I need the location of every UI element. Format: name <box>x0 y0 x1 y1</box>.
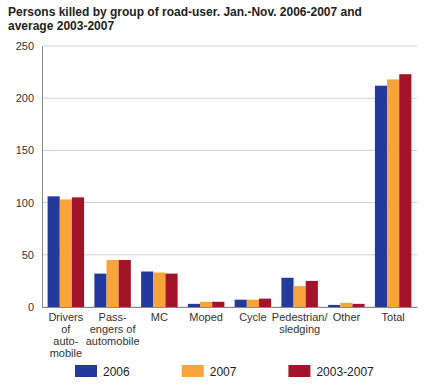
bar <box>340 303 352 307</box>
x-tick-label: Cycle <box>239 311 267 323</box>
x-tick-label: Driversofauto-mobile <box>48 311 83 359</box>
bar <box>294 286 306 307</box>
x-tick: Pedestrian/sledging <box>272 307 329 335</box>
series-bars <box>48 86 387 307</box>
bar <box>259 299 271 307</box>
chart: Persons killed by group of road-user. Ja… <box>0 0 427 390</box>
y-tick: 0 <box>28 301 42 313</box>
bar <box>48 196 60 307</box>
legend-item: 2007 <box>182 365 237 379</box>
bars <box>48 74 412 307</box>
bar <box>107 260 119 307</box>
legend-swatch <box>75 365 97 377</box>
grid-line <box>42 46 417 47</box>
bar <box>328 305 340 307</box>
x-tick: Cycle <box>239 307 267 323</box>
bar <box>247 300 259 307</box>
x-tick: Driversofauto-mobile <box>48 307 83 359</box>
series-bars <box>60 79 399 307</box>
x-tick: Pass-engers ofautomobile <box>86 307 140 347</box>
bar <box>153 273 165 307</box>
legend-swatch <box>288 365 310 377</box>
x-tick-label: Moped <box>189 311 223 323</box>
grid-line <box>42 202 417 203</box>
y-tick-label: 0 <box>28 301 34 313</box>
bar <box>387 79 399 307</box>
title: Persons killed by group of road-user. Ja… <box>8 5 362 33</box>
bar <box>375 86 387 307</box>
legend-item: 2006 <box>75 365 130 379</box>
grid-line <box>42 150 417 151</box>
bar <box>141 272 153 307</box>
y-tick: 250 <box>16 40 42 52</box>
bar <box>119 260 131 307</box>
y-tick-label: 250 <box>16 40 34 52</box>
bar <box>212 302 224 307</box>
y-tick: 100 <box>16 197 42 209</box>
series-bars <box>72 74 411 307</box>
grid-line <box>42 98 417 99</box>
legend-item: 2003-2007 <box>288 365 374 379</box>
y-tick-label: 100 <box>16 197 34 209</box>
plot: 0 50 100 150 200 250 Driversofauto-mobilePass-… <box>16 40 418 359</box>
legend-label: 2006 <box>103 365 130 379</box>
bar <box>352 304 364 307</box>
y-tick: 50 <box>22 249 42 261</box>
legend-label: 2007 <box>210 365 237 379</box>
y-tick: 200 <box>16 92 42 104</box>
x-tick: MC <box>151 307 168 323</box>
y-tick-label: 150 <box>16 144 34 156</box>
x-tick-label: Pedestrian/sledging <box>272 311 329 335</box>
x-tick-label: Total <box>382 311 405 323</box>
legend-label: 2003-2007 <box>316 365 374 379</box>
bar <box>399 74 411 307</box>
y-tick-label: 200 <box>16 92 34 104</box>
bar <box>200 302 212 307</box>
x-tick: Moped <box>189 307 223 323</box>
bar <box>235 300 247 307</box>
x-tick: Total <box>382 307 405 323</box>
grid-line <box>42 254 417 255</box>
y-tick-label: 50 <box>22 249 34 261</box>
x-tick-label: MC <box>151 311 168 323</box>
legend: 2006 2007 2003-2007 <box>75 365 374 379</box>
bar <box>165 274 177 307</box>
x-axis: Driversofauto-mobilePass-engers ofautomo… <box>43 307 418 359</box>
y-axis: 0 50 100 150 200 250 <box>16 40 43 313</box>
x-axis-line <box>43 307 418 308</box>
y-tick: 150 <box>16 144 42 156</box>
legend-swatch <box>182 365 204 377</box>
x-tick: Other <box>333 307 361 323</box>
x-tick-label: Pass-engers ofautomobile <box>86 311 140 347</box>
bar <box>188 304 200 307</box>
bar <box>281 278 293 307</box>
bar <box>72 197 84 307</box>
y-axis-line <box>42 47 43 308</box>
bar <box>306 281 318 307</box>
grid <box>42 46 417 307</box>
bar <box>60 199 72 307</box>
bar <box>94 274 106 307</box>
x-tick-label: Other <box>333 311 361 323</box>
